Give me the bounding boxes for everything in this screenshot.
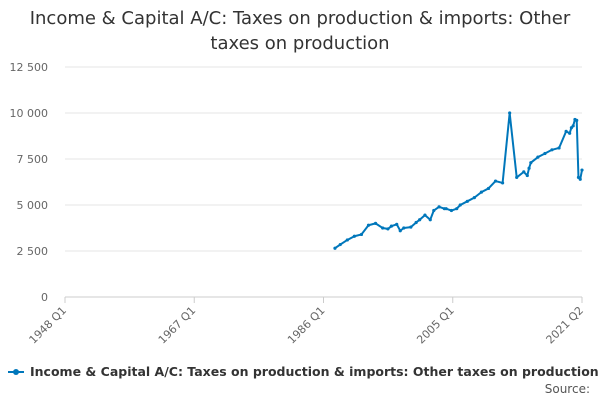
y-tick-label: 0 (41, 291, 48, 304)
data-point (564, 129, 568, 133)
data-point (449, 208, 454, 213)
data-point (571, 124, 575, 128)
chart-title-line-2: taxes on production (210, 33, 390, 54)
data-point (525, 173, 529, 178)
legend[interactable]: Income & Capital A/C: Taxes on productio… (8, 364, 599, 379)
x-tick-label: 1948 Q1 (27, 304, 70, 347)
legend-label: Income & Capital A/C: Taxes on productio… (30, 364, 599, 379)
data-point (389, 224, 394, 228)
y-tick-label: 2 500 (17, 245, 49, 258)
data-point (432, 208, 436, 213)
tick-labels: 0 2 500 5 000 7 500 10 000 12 500 1948 Q1 1967 … (10, 61, 587, 346)
gridlines (65, 66, 582, 252)
data-point (515, 175, 519, 179)
data-point (333, 246, 337, 250)
data-point (550, 148, 554, 152)
data-point (580, 168, 584, 172)
data-point (458, 203, 462, 207)
legend-swatch (8, 367, 24, 377)
data-point (428, 218, 432, 222)
x-tick-label: 2021 Q2 (544, 304, 587, 347)
y-tick-label: 10 000 (10, 107, 49, 120)
data-point (479, 190, 484, 194)
data-point (465, 199, 469, 203)
data-point (493, 179, 498, 183)
data-point (402, 226, 406, 230)
data-point (508, 111, 512, 115)
y-tick-label: 7 500 (17, 153, 49, 166)
data-point (486, 186, 491, 191)
y-tick-label: 12 500 (10, 61, 49, 74)
data-point (359, 232, 364, 237)
series-line (333, 112, 583, 250)
axes (64, 296, 583, 303)
data-point (395, 222, 399, 226)
data-point (338, 242, 342, 247)
x-tick-label: 1967 Q1 (156, 304, 199, 347)
data-point (381, 226, 385, 230)
chart-title: Income & Capital A/C: Taxes on productio… (0, 6, 600, 56)
data-point (373, 221, 378, 225)
data-point (418, 218, 422, 222)
y-tick-label: 5 000 (17, 199, 49, 212)
data-point (522, 170, 526, 174)
data-point (543, 151, 547, 156)
data-point (423, 213, 427, 217)
data-point (352, 234, 356, 238)
source-label: Source: (544, 382, 590, 396)
data-point (575, 118, 579, 122)
data-point (529, 161, 533, 165)
data-point (386, 227, 390, 231)
data-point (345, 238, 349, 242)
data-point (455, 207, 459, 211)
data-point (568, 131, 572, 135)
data-point (366, 223, 371, 227)
data-point (557, 146, 561, 150)
data-point (472, 196, 476, 200)
data-point (578, 177, 582, 181)
data-point (409, 225, 413, 229)
data-point (444, 207, 448, 211)
data-point (527, 166, 531, 170)
data-point (536, 155, 540, 159)
x-tick-label: 2005 Q1 (414, 304, 457, 347)
series-layer (333, 111, 584, 250)
data-point (437, 205, 441, 209)
data-point (398, 229, 402, 233)
data-point (500, 181, 505, 185)
x-tick-label: 1986 Q1 (285, 304, 328, 347)
data-point (414, 220, 418, 225)
chart-title-line-1: Income & Capital A/C: Taxes on productio… (29, 8, 571, 29)
